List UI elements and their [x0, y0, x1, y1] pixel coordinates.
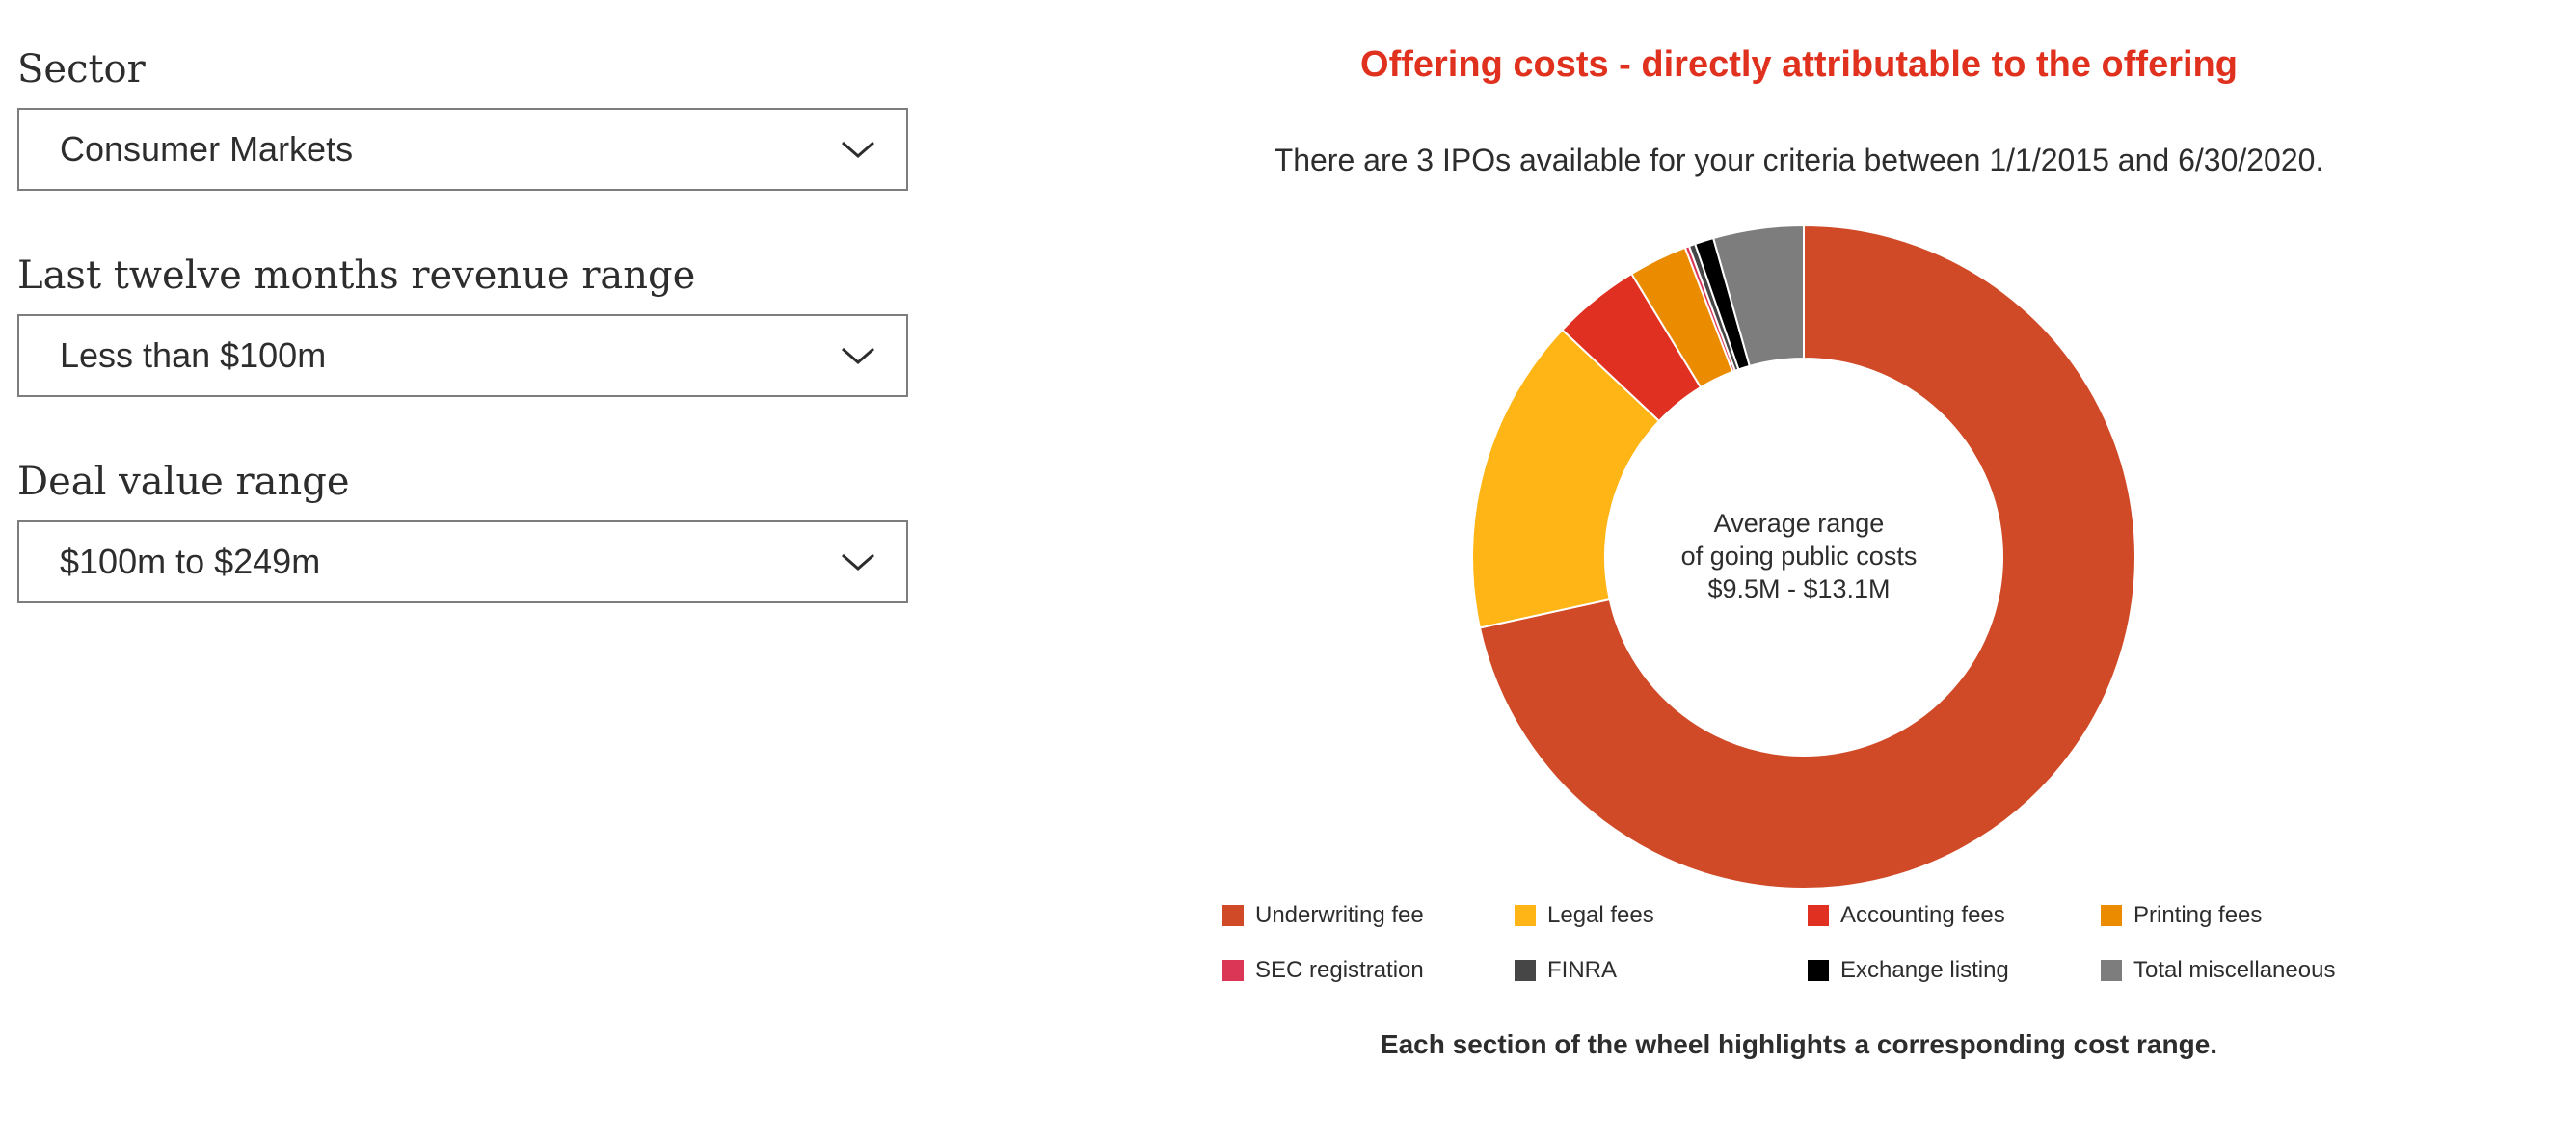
- legend-swatch: [1515, 960, 1536, 981]
- chevron-down-icon: [842, 347, 874, 364]
- sector-select-value: Consumer Markets: [60, 129, 354, 169]
- chart-title: Offering costs - directly attributable t…: [1360, 44, 2238, 85]
- center-line-3: $9.5M - $13.1M: [1707, 574, 1891, 603]
- legend-swatch: [1515, 905, 1536, 926]
- legend-swatch: [2101, 960, 2122, 981]
- legend-swatch: [2101, 905, 2122, 926]
- legend-label: Accounting fees: [1840, 902, 2005, 928]
- chevron-down-icon: [842, 141, 874, 158]
- sector-label: Sector: [17, 47, 146, 92]
- sector-select[interactable]: Consumer Markets: [17, 108, 908, 191]
- deal-label: Deal value range: [17, 460, 350, 504]
- chart-footer-note: Each section of the wheel highlights a c…: [1380, 1029, 2218, 1059]
- center-line-1: Average range: [1713, 509, 1885, 538]
- deal-select[interactable]: $100m to $249m: [17, 520, 908, 603]
- legend-label: Printing fees: [2133, 902, 2263, 928]
- deal-select-value: $100m to $249m: [60, 542, 321, 581]
- donut-center-text: Average range of going public costs $9.5…: [1568, 507, 2030, 605]
- donut-slice-legal-fees[interactable]: [1471, 328, 1661, 629]
- legend-label: Exchange listing: [1840, 957, 2009, 983]
- chevron-down-icon: [842, 553, 874, 571]
- legend-label: Legal fees: [1547, 902, 1654, 928]
- revenue-select-value: Less than $100m: [60, 335, 327, 375]
- legend-swatch: [1808, 905, 1829, 926]
- donut-slice-total-miscellaneous[interactable]: [1711, 225, 1805, 368]
- legend-swatch: [1222, 905, 1244, 926]
- center-line-2: of going public costs: [1680, 542, 1918, 571]
- legend-swatch: [1222, 960, 1244, 981]
- donut-chart: [1471, 225, 2136, 890]
- legend-label: FINRA: [1547, 957, 1617, 983]
- donut-slice-underwriting-fee[interactable]: [1478, 225, 2136, 890]
- chart-subtitle: There are 3 IPOs available for your crit…: [1274, 143, 2324, 177]
- legend-label: Underwriting fee: [1255, 902, 1424, 928]
- revenue-label: Last twelve months revenue range: [17, 253, 696, 298]
- revenue-select[interactable]: Less than $100m: [17, 314, 908, 397]
- legend-label: SEC registration: [1255, 957, 1424, 983]
- legend-label: Total miscellaneous: [2133, 957, 2336, 983]
- legend-swatch: [1808, 960, 1829, 981]
